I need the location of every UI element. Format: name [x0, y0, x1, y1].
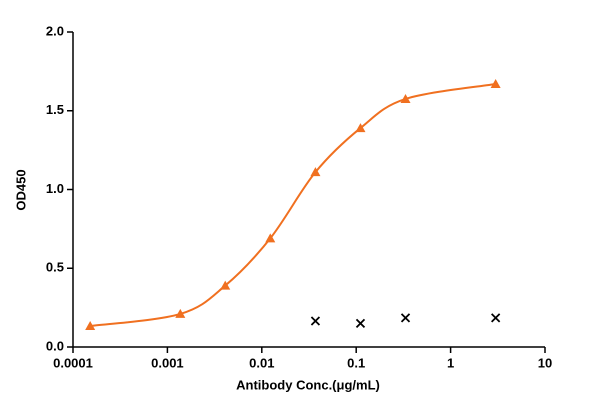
y-tick-label: 0.5 — [46, 260, 64, 275]
x-tick-label: 0.001 — [151, 355, 184, 370]
x-axis-title: Antibody Conc.(μg/mL) — [236, 377, 380, 392]
x-tick-label: 0.1 — [347, 355, 365, 370]
y-tick-label: 1.0 — [46, 181, 64, 196]
point — [355, 123, 366, 133]
x-tick-label: 0.01 — [249, 355, 274, 370]
x-tick-label: 1 — [447, 355, 454, 370]
point — [355, 318, 366, 329]
point — [265, 233, 276, 243]
fit-curve — [90, 82, 496, 328]
point — [310, 316, 321, 326]
point — [400, 313, 411, 323]
point — [85, 321, 96, 331]
x-tick-label: 10 — [538, 355, 552, 370]
point — [220, 280, 231, 290]
x-tick-label: 0.0001 — [53, 355, 93, 370]
y-tick-label: 1.5 — [46, 102, 64, 117]
y-tick-label: 0.0 — [46, 338, 64, 353]
y-tick-label: 2.0 — [46, 23, 64, 38]
point — [400, 93, 411, 103]
point — [175, 308, 186, 318]
point — [491, 313, 501, 323]
y-axis-title: OD450 — [13, 169, 28, 210]
point — [490, 78, 501, 88]
point — [310, 167, 321, 177]
